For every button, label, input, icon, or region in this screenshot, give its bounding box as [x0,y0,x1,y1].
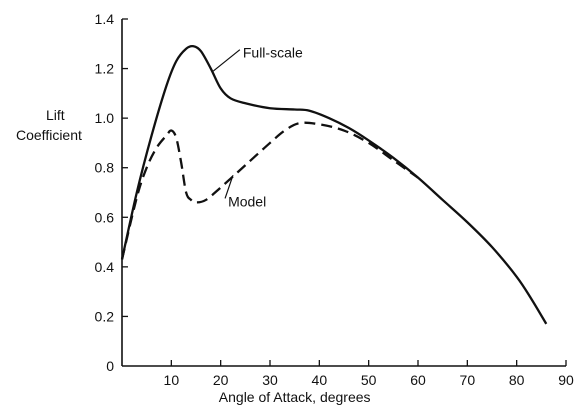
y-tick-label: 0.8 [95,160,115,176]
annotations: Full-scale Model [212,45,303,209]
x-ticks: 10 20 30 40 50 60 70 80 90 [164,360,574,388]
x-tick-label: 10 [164,372,180,388]
x-tick-label: 60 [410,372,426,388]
x-axis-title: Angle of Attack, degrees [219,389,371,405]
annotation-label-full-scale: Full-scale [243,45,303,61]
x-tick-label: 40 [312,372,328,388]
annotation-label-model: Model [228,193,266,209]
plot-area: 10 20 30 40 50 60 70 80 90 0 0.2 0.4 0.6 0.8 1.0 1.2 1.… [95,11,574,388]
y-tick-label: 1.4 [95,11,115,27]
x-tick-label: 70 [460,372,476,388]
annotation-leader-full-scale [212,49,241,72]
y-axis-title-line-1: Lift [46,107,65,123]
y-tick-label: 0.4 [95,259,115,275]
y-tick-label: 0.2 [95,308,115,324]
annotation-leader-model [224,174,234,199]
y-tick-label: 1.0 [95,110,115,126]
x-tick-label: 50 [361,372,377,388]
x-tick-label: 30 [262,372,278,388]
y-tick-label: 1.2 [95,61,115,77]
y-axis-title-line-2: Coefficient [16,127,82,143]
series-line-full-scale [120,44,548,325]
series-lines [120,44,548,325]
x-tick-label: 80 [509,372,525,388]
x-tick-label: 20 [213,372,229,388]
y-tick-label: 0.6 [95,209,115,225]
y-tick-label: 0 [106,358,114,374]
x-tick-label: 90 [558,372,574,388]
y-ticks: 0 0.2 0.4 0.6 0.8 1.0 1.2 1.4 [95,11,128,374]
series-line-model [120,121,419,260]
